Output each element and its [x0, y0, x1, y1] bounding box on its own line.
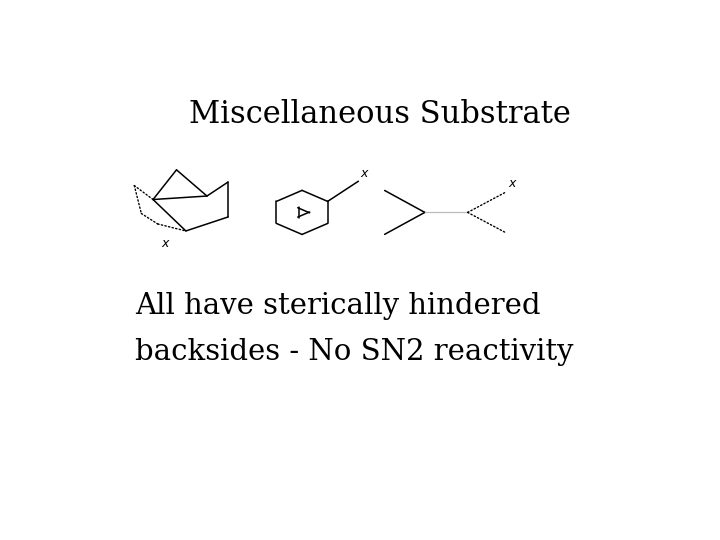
Text: x: x	[360, 166, 367, 180]
Text: x: x	[161, 237, 168, 249]
Text: backsides - No SN2 reactivity: backsides - No SN2 reactivity	[135, 338, 573, 366]
Text: x: x	[508, 177, 516, 191]
Text: Miscellaneous Substrate: Miscellaneous Substrate	[189, 99, 571, 130]
Text: All have sterically hindered: All have sterically hindered	[135, 292, 540, 320]
